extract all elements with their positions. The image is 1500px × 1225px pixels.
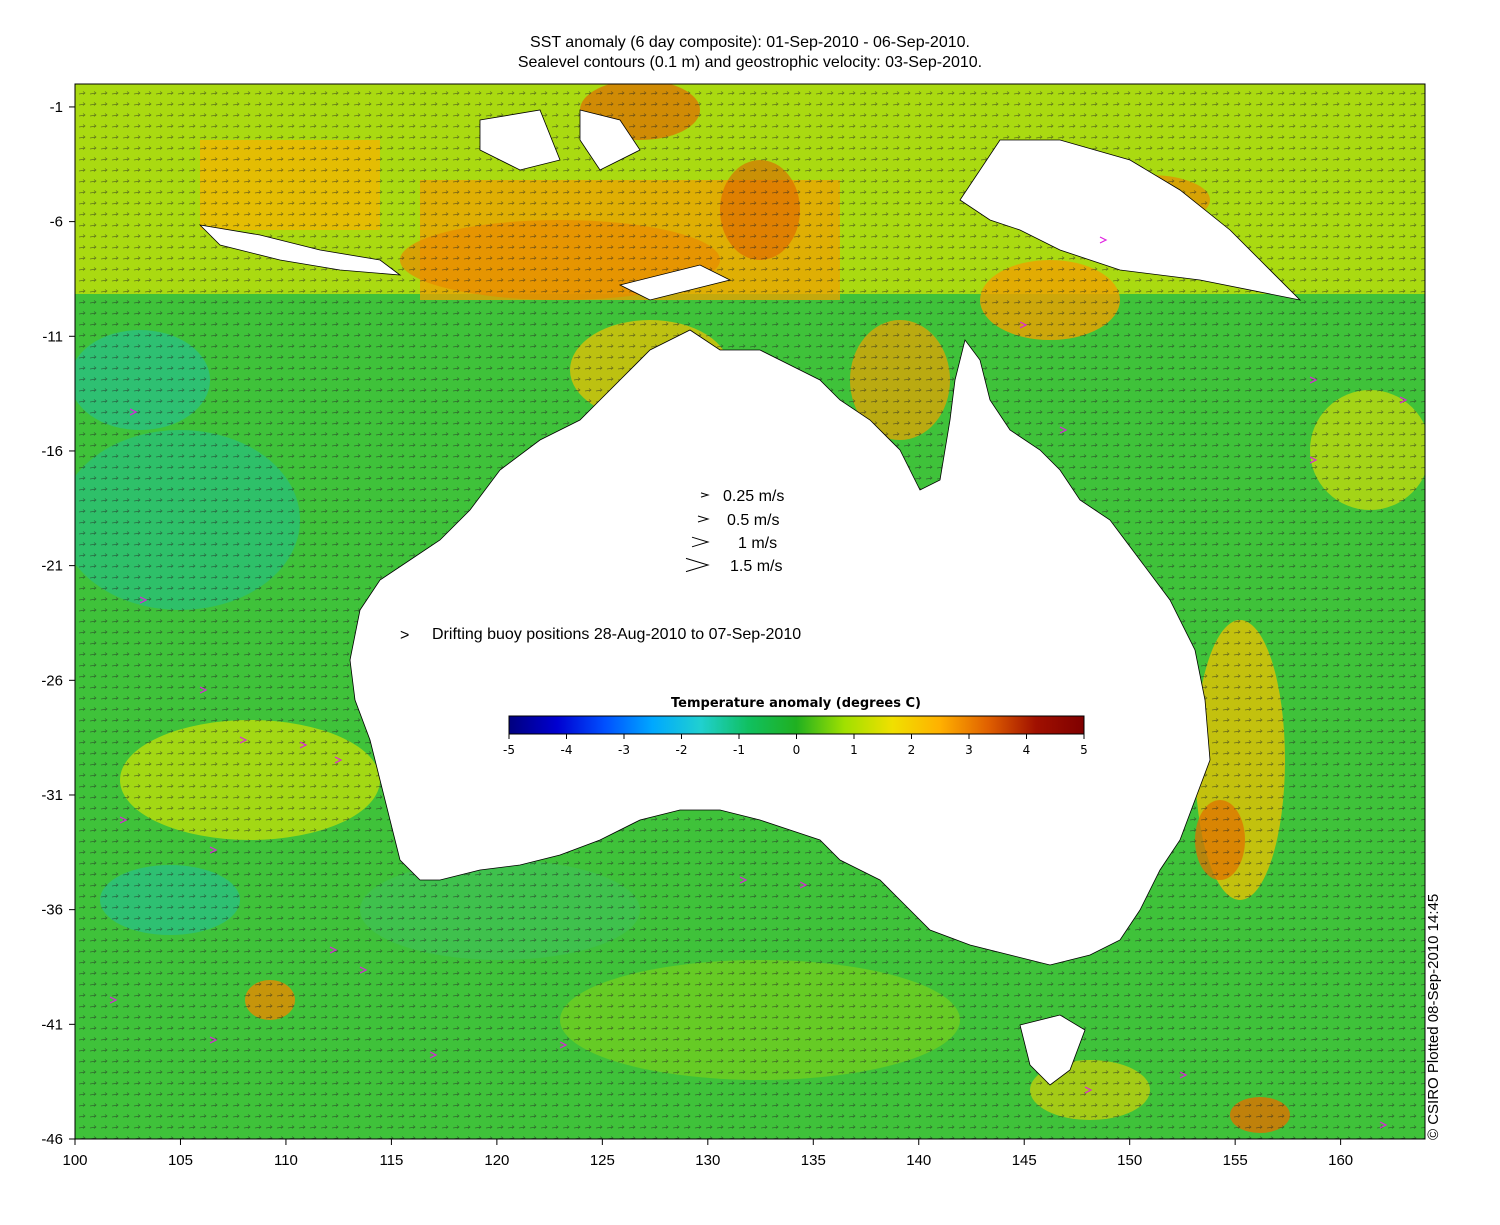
timor — [618, 264, 732, 301]
velocity-legend-arrow — [697, 515, 710, 523]
velocity-legend-label: 0.5 m/s — [727, 512, 779, 529]
y-tick-label: -16 — [41, 443, 63, 460]
colorbar-tick-label: 3 — [965, 743, 973, 757]
y-tick-label: -6 — [50, 214, 63, 231]
buoy-marker — [329, 946, 338, 954]
y-tick-label: -11 — [42, 328, 63, 345]
colorbar-tick-label: 0 — [793, 743, 801, 757]
borneo — [479, 109, 561, 171]
java — [198, 224, 402, 276]
y-tick-label: -31 — [41, 787, 63, 804]
land-masses — [198, 109, 1302, 1086]
colorbar-tick-label: 4 — [1023, 743, 1031, 757]
colorbar-tick-label: 2 — [908, 743, 916, 757]
australia-mainland — [349, 329, 1211, 966]
colorbar-tick-label: -2 — [676, 743, 688, 757]
velocity-legend-arrow — [691, 536, 710, 548]
map-frame — [74, 83, 1426, 1140]
temperature-colorbar: Temperature anomaly (degrees C) -5 -4 -3 -2… — [503, 696, 1088, 757]
y-tick-label: -36 — [41, 902, 63, 919]
buoy-legend-label: Drifting buoy positions 28-Aug-2010 to 0… — [432, 626, 801, 643]
new-guinea — [959, 139, 1302, 301]
x-tick-label: 145 — [1012, 1152, 1037, 1169]
tasmania — [1019, 1014, 1086, 1086]
x-tick-label: 115 — [379, 1152, 403, 1169]
y-tick-label: -46 — [41, 1131, 63, 1148]
credit-text: © CSIRO Plotted 08-Sep-2010 14:45 — [1425, 893, 1442, 1140]
buoy-marker — [1179, 1071, 1188, 1079]
map-title-line1: SST anomaly (6 day composite): 01-Sep-20… — [530, 34, 970, 51]
velocity-legend-label: 0.25 m/s — [723, 488, 784, 505]
buoy-marker — [359, 966, 368, 974]
x-tick-label: 110 — [274, 1152, 298, 1169]
buoy-marker — [129, 408, 138, 416]
buoy-marker — [799, 881, 808, 889]
map-title-line2: Sealevel contours (0.1 m) and geostrophi… — [517, 54, 983, 71]
velocity-legend-label: 1.5 m/s — [730, 558, 782, 575]
sulawesi — [579, 109, 641, 171]
buoy-marker — [334, 756, 343, 764]
velocity-legend-arrow — [700, 492, 710, 498]
buoy-marker — [1059, 426, 1068, 434]
x-tick-label: 140 — [906, 1152, 931, 1169]
y-tick-label: -26 — [41, 672, 63, 689]
x-tick-label: 105 — [168, 1152, 193, 1169]
colorbar-tick-label: -1 — [733, 743, 745, 757]
colorbar-tick-label: 5 — [1080, 743, 1088, 757]
buoy-marker — [1084, 1086, 1093, 1094]
buoy-legend: > Drifting buoy positions 28-Aug-2010 to… — [400, 626, 801, 644]
x-axis: 100 105 110 115 120 125 130 135 140 145 150 155 160 — [62, 1139, 1353, 1169]
buoy-marker — [209, 846, 218, 854]
colorbar-ticks: -5 -4 -3 -2 -1 0 1 2 3 4 5 — [503, 734, 1088, 757]
colorbar-tick-label: 1 — [850, 743, 858, 757]
x-tick-label: 125 — [590, 1152, 615, 1169]
x-tick-label: 135 — [801, 1152, 826, 1169]
x-tick-label: 100 — [62, 1152, 87, 1169]
colorbar-tick-label: -3 — [618, 743, 630, 757]
x-tick-label: 150 — [1117, 1152, 1142, 1169]
buoy-marker — [109, 996, 118, 1004]
buoy-marker — [1019, 321, 1028, 329]
buoy-marker — [209, 1036, 218, 1044]
buoy-marker — [119, 816, 128, 824]
buoy-marker — [1099, 236, 1108, 244]
x-tick-label: 130 — [695, 1152, 720, 1169]
buoy-marker — [559, 1041, 568, 1049]
buoy-legend-symbol: > — [400, 627, 409, 644]
velocity-legend-arrow — [685, 557, 710, 573]
x-tick-label: 120 — [484, 1152, 509, 1169]
colorbar-gradient — [508, 715, 1085, 735]
y-tick-label: -41 — [41, 1016, 63, 1033]
x-tick-label: 155 — [1223, 1152, 1248, 1169]
colorbar-tick-label: -5 — [503, 743, 515, 757]
buoy-marker — [199, 686, 208, 694]
buoy-marker — [739, 876, 748, 884]
buoy-marker — [239, 736, 248, 744]
drifting-buoy-markers — [109, 236, 1408, 1129]
buoy-marker — [299, 741, 308, 749]
y-tick-label: -1 — [50, 99, 63, 116]
buoy-marker — [429, 1051, 438, 1059]
x-tick-label: 160 — [1328, 1152, 1353, 1169]
buoy-marker — [1309, 456, 1318, 464]
buoy-marker — [1379, 1121, 1388, 1129]
velocity-legend: 0.25 m/s 0.5 m/s 1 m/s 1.5 m/s — [685, 488, 784, 575]
buoy-marker — [1399, 396, 1408, 404]
velocity-legend-label: 1 m/s — [738, 535, 777, 552]
colorbar-tick-label: -4 — [561, 743, 573, 757]
buoy-marker — [1309, 376, 1318, 384]
colorbar-title: Temperature anomaly (degrees C) — [671, 696, 921, 711]
buoy-marker — [139, 596, 148, 604]
y-axis: -1 -6 -11 -16 -21 -26 -31 -36 -41 -46 — [41, 99, 75, 1148]
y-tick-label: -21 — [41, 558, 63, 575]
